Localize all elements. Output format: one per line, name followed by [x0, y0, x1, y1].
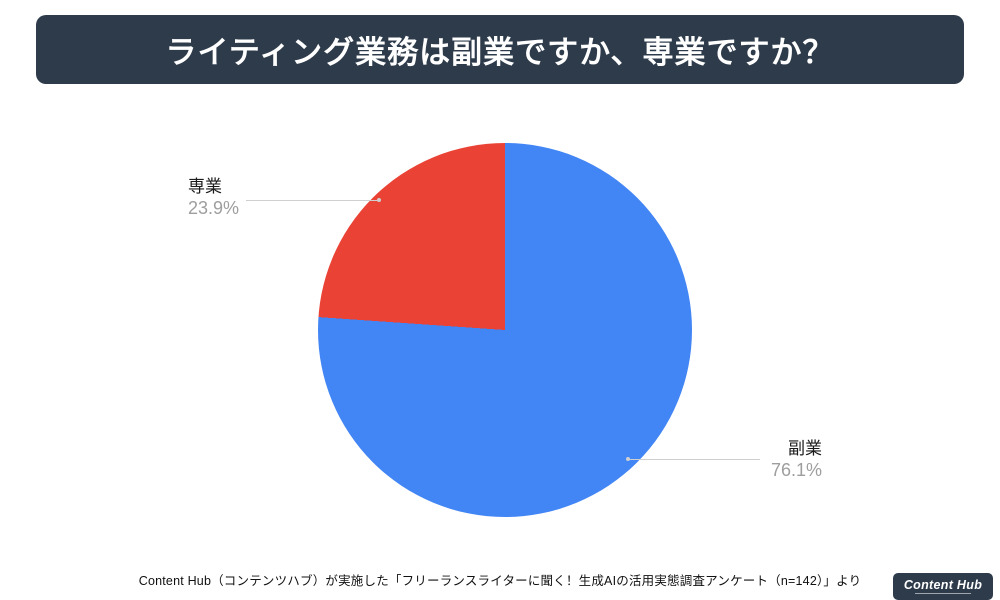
brand-badge: Content Hub: [893, 573, 993, 600]
slice-label-senmon: 専業: [188, 177, 222, 196]
page-title: ライティング業務は副業ですか、専業ですか？: [165, 35, 835, 70]
callout-fukugyo: 副業 76.1%: [748, 438, 822, 482]
slice-value-fukugyo: 76.1%: [770, 460, 822, 481]
slice-label-fukugyo: 副業: [788, 439, 822, 458]
callout-senmon: 専業 23.9%: [188, 176, 239, 220]
leader-line-senmon: [246, 200, 380, 201]
slice-value-senmon: 23.9%: [188, 198, 240, 219]
leader-line-fukugyo: [628, 459, 760, 460]
brand-logo-text: Content Hub: [903, 577, 983, 592]
brand-badge-rule: [915, 593, 971, 595]
pie-chart: [318, 143, 692, 517]
title-banner: ライティング業務は副業ですか、専業ですか？: [36, 15, 964, 84]
leader-dot-fukugyo: [626, 457, 630, 461]
source-attribution: Content Hub（コンテンツハブ）が実施した「フリーランスライターに聞く！…: [138, 574, 862, 588]
leader-dot-senmon: [377, 198, 381, 202]
